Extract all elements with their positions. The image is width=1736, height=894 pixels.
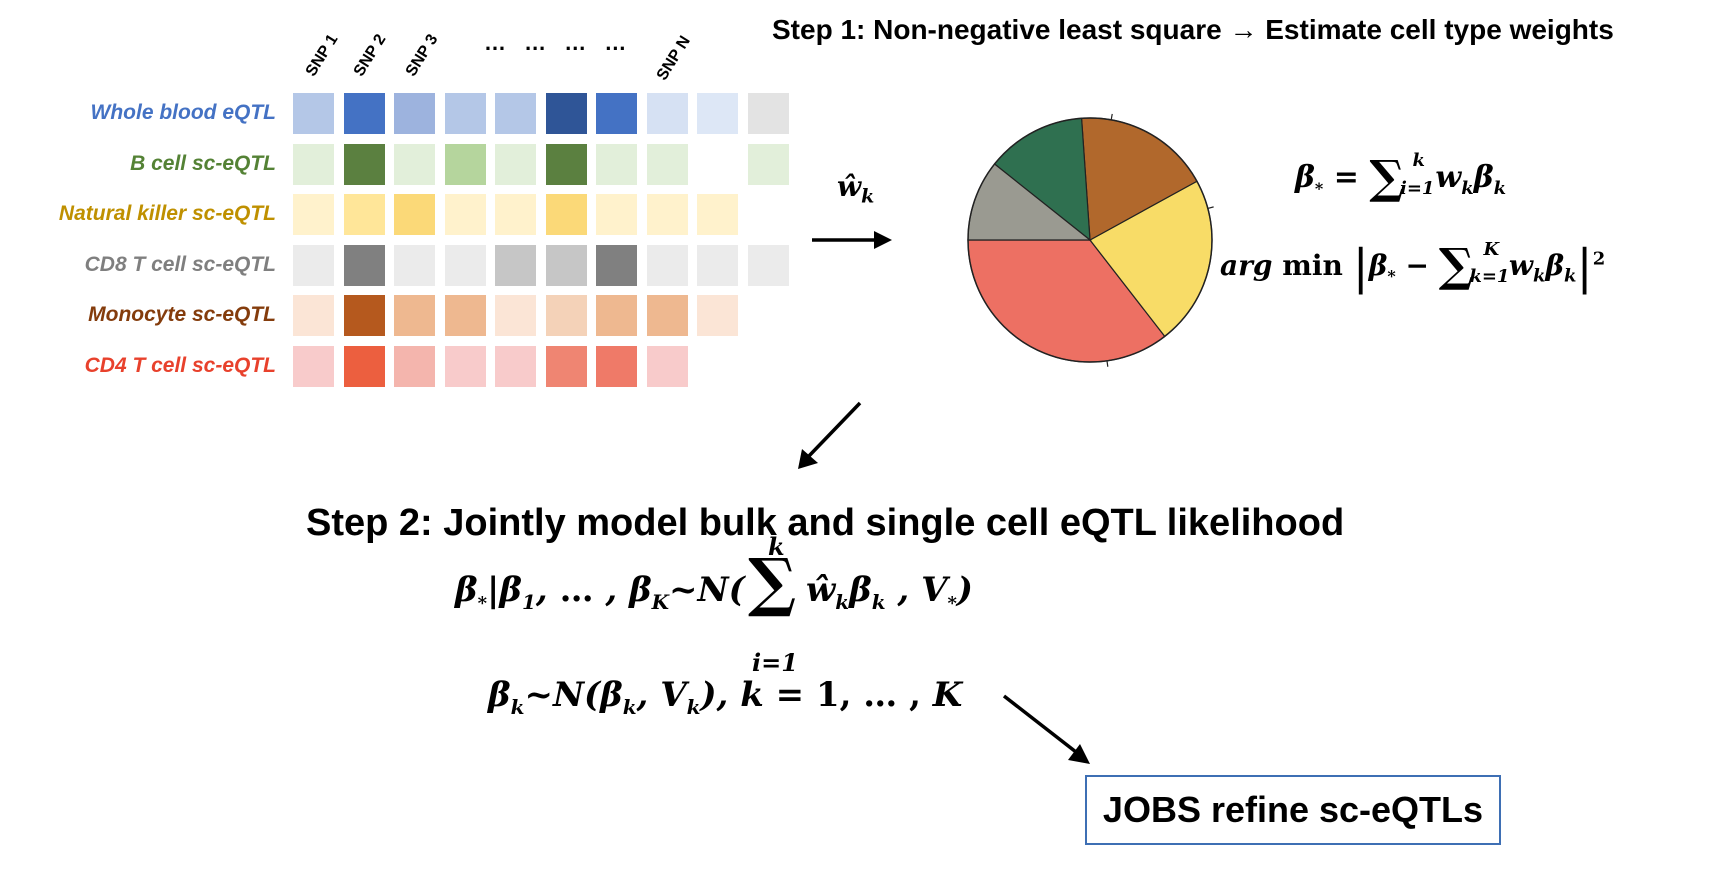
heatmap-cell: [697, 93, 738, 134]
heatmap-cell: [343, 244, 385, 286]
heatmap-cell: [646, 345, 688, 387]
step2-title: Step 2: Jointly model bulk and single ce…: [306, 502, 1345, 544]
heatmap-cell: [394, 295, 435, 336]
heatmap-cell: [343, 194, 385, 235]
heatmap-cell: [444, 143, 486, 185]
argmin-formula: arg min |β* − ∑k=1K wkβk|2: [1220, 238, 1606, 295]
heatmap-cell: [444, 295, 486, 336]
weights-subscript: k: [861, 185, 875, 208]
row-label: Natural killer sc-eQTL: [58, 202, 276, 225]
heatmap-cell: [293, 244, 334, 286]
sum-lower-limit: i=1: [752, 648, 798, 677]
weights-label: ŵk: [837, 170, 874, 208]
heatmap-cell: [596, 295, 637, 336]
heatmap-cell: [444, 194, 486, 235]
heatmap-cell: [444, 93, 486, 134]
heatmap-cell: [747, 93, 789, 134]
heatmap-cell: [646, 93, 688, 134]
heatmap-cell: [545, 93, 587, 134]
heatmap-cell: [646, 194, 688, 235]
beta-star-sum-formula: β* = ∑i=1k wkβk: [1295, 150, 1507, 204]
heatmap-cell: [343, 93, 385, 134]
row-label: Monocyte sc-eQTL: [88, 303, 276, 326]
heatmap-cell: [545, 345, 587, 387]
heatmap-cell: [646, 295, 688, 336]
cell-type-weights-pie: [967, 113, 1214, 367]
joint-likelihood-formula-tail: ŵkβk , V*): [806, 570, 973, 614]
heatmap-cell: [646, 244, 688, 286]
row-label: B cell sc-eQTL: [130, 151, 276, 175]
heatmap-cell: [697, 295, 738, 336]
heatmap-cell: [495, 194, 536, 235]
heatmap-cell: [747, 143, 789, 185]
heatmap-cell: [596, 143, 637, 185]
prior-formula: βk~N(βk, Vk), k = 1, … , K: [488, 675, 963, 719]
row-label: CD4 T cell sc-eQTL: [84, 353, 276, 377]
row-label: CD8 T cell sc-eQTL: [84, 252, 276, 276]
heatmap-cell: [343, 143, 385, 185]
heatmap-cell: [394, 194, 435, 235]
heatmap-cell: [444, 345, 486, 387]
heatmap-cell: [394, 143, 435, 185]
arrow-right-icon: [812, 231, 892, 249]
sum-symbol: ∑: [748, 545, 797, 620]
heatmap-cell: [293, 345, 334, 387]
heatmap-cell: [697, 244, 738, 286]
snp-label-2: SNP 2: [350, 31, 390, 80]
sum-upper-limit: k: [768, 532, 785, 561]
heatmap-cell: [596, 345, 637, 387]
snp-ellipsis: … … … …: [484, 30, 633, 55]
heatmap-cell: [293, 93, 334, 134]
heatmap-cell: [293, 143, 334, 185]
heatmap-cell: [495, 143, 536, 185]
heatmap-cell: [444, 244, 486, 286]
pie-outline: [967, 117, 1213, 363]
pie-tick: [1110, 113, 1113, 120]
heatmap-cell: [293, 194, 334, 235]
heatmap-cell: [596, 194, 637, 235]
snp-label-3: SNP 3: [402, 31, 442, 80]
arrow-down-left-icon: [798, 401, 862, 469]
heatmap-cell: [293, 295, 334, 336]
heatmap-cell: [495, 295, 536, 336]
row-label: Whole blood eQTL: [90, 101, 276, 124]
heatmap-cell: [495, 93, 536, 134]
heatmap-cell: [545, 143, 587, 185]
pie-tick: [1207, 206, 1214, 210]
step1-title: Step 1: Non-negative least square → Esti…: [772, 14, 1614, 45]
weights-symbol: ŵ: [837, 170, 862, 203]
heatmap-cell: [343, 295, 385, 336]
heatmap-cell: [747, 244, 789, 286]
snp-label-n: SNP N: [653, 33, 694, 84]
pie-tick: [1106, 360, 1109, 367]
heatmap-cell: [545, 244, 587, 286]
snp-label-1: SNP 1: [302, 31, 342, 80]
heatmap-cell: [343, 345, 385, 387]
result-box: JOBS refine sc-eQTLs: [1085, 775, 1501, 845]
joint-likelihood-formula: β*|β1, … , βK~N(: [455, 570, 745, 614]
heatmap-cell: [545, 194, 587, 235]
heatmap-cell: [646, 143, 688, 185]
heatmap-cell: [394, 93, 435, 134]
heatmap-cell: [596, 93, 637, 134]
heatmap-cell: [394, 244, 435, 286]
heatmap-cell: [394, 345, 435, 387]
heatmap-cell: [596, 244, 637, 286]
heatmap-cell: [495, 244, 536, 286]
heatmap-cell: [495, 345, 536, 387]
arrow-down-right-icon: [1002, 694, 1090, 764]
heatmap-cell: [697, 194, 738, 235]
heatmap-cell: [545, 295, 587, 336]
